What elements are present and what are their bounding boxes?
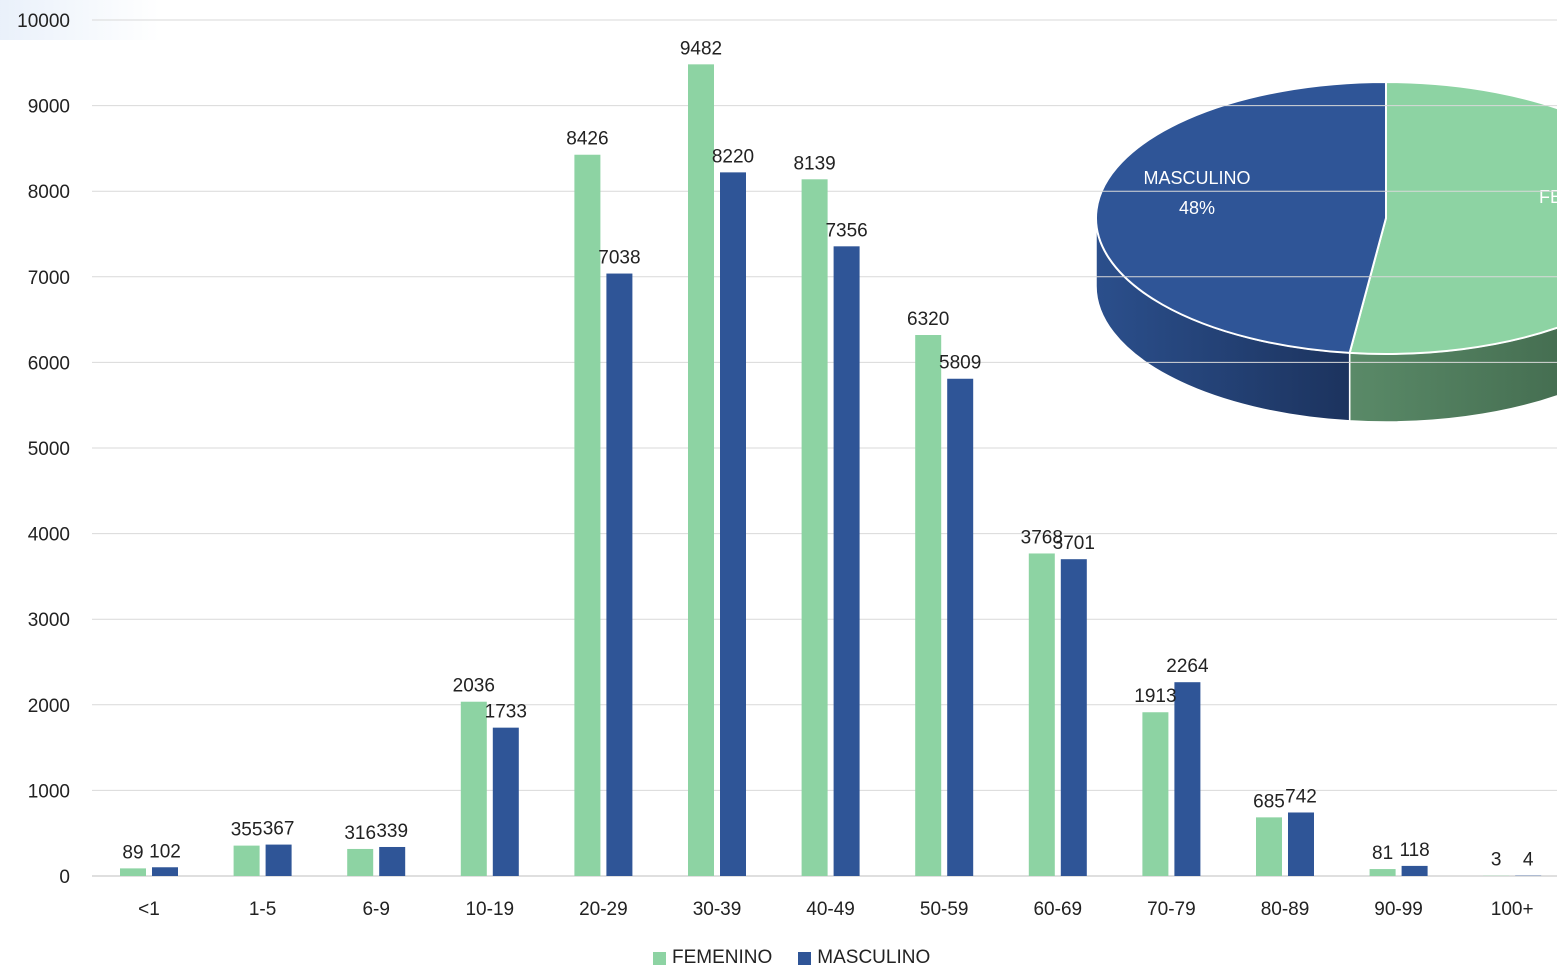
data-label-femenino: 3768 (1021, 527, 1063, 548)
bar-masculino (1174, 682, 1201, 876)
data-label-masculino: 339 (376, 821, 408, 842)
y-tick-label: 9000 (28, 97, 70, 118)
bar-masculino (1060, 559, 1087, 876)
bar-masculino (492, 727, 519, 876)
data-label-masculino: 4 (1523, 850, 1534, 871)
y-tick-label: 8000 (28, 182, 70, 203)
bar-masculino (1401, 865, 1428, 876)
legend-item-masculino: MASCULINO (798, 948, 930, 968)
x-axis: <1 1-5 6-9 10-19 20-29 30-39 40-49 50-59 60-69 70… (138, 899, 1533, 920)
y-tick-label: 6000 (28, 353, 70, 374)
bar-femenino (1369, 869, 1396, 876)
bar-masculino (379, 846, 406, 876)
data-label-femenino: 8139 (793, 153, 835, 174)
data-label-femenino: 81 (1372, 843, 1393, 864)
y-tick-label: 10000 (17, 11, 70, 32)
data-label-masculino: 118 (1399, 840, 1429, 861)
x-tick-label: 1-5 (249, 899, 276, 920)
data-label-femenino: 3 (1491, 850, 1502, 871)
bar-masculino (1288, 812, 1314, 876)
data-labels: 89 102 355 367 316 339 2036 1733 8426 7038 9482 822… (122, 38, 1533, 870)
data-label-femenino: 316 (344, 823, 376, 844)
pie-label-femenino: FE (1539, 187, 1557, 207)
bar-femenino (460, 701, 487, 876)
x-tick-label: 40-49 (806, 899, 855, 920)
data-label-femenino: 8426 (566, 129, 608, 150)
bar-masculino (833, 246, 860, 876)
legend: FEMENINO MASCULINO (653, 948, 930, 968)
bar-femenino (801, 179, 828, 876)
data-label-masculino: 8220 (712, 146, 754, 167)
data-label-masculino: 5809 (939, 353, 981, 374)
data-label-femenino: 355 (231, 820, 263, 841)
bar-femenino (688, 64, 714, 876)
y-tick-label: 2000 (28, 696, 70, 717)
legend-swatch-masculino (798, 951, 812, 965)
bar-masculino (947, 378, 974, 876)
pie-label-masculino: MASCULINO (1143, 168, 1250, 188)
data-label-masculino: 3701 (1053, 533, 1095, 554)
data-label-masculino: 7038 (598, 248, 640, 269)
legend-item-femenino: FEMENINO (653, 948, 772, 968)
pie-slice-femenino (1348, 81, 1557, 355)
legend-label-femenino: FEMENINO (672, 947, 773, 968)
x-tick-label: <1 (138, 899, 160, 920)
bar-femenino (347, 848, 374, 876)
data-label-femenino: 89 (122, 842, 143, 863)
bar-masculino (265, 844, 292, 876)
bar-femenino (1142, 712, 1169, 876)
bar-femenino (915, 335, 942, 876)
data-label-femenino: 6320 (907, 309, 949, 330)
data-label-femenino: 9482 (680, 38, 722, 59)
bar-femenino (1028, 553, 1055, 876)
y-tick-label: 7000 (28, 268, 70, 289)
y-tick-label: 4000 (28, 525, 70, 546)
y-axis: 0 1000 2000 3000 4000 5000 6000 7000 8000 9000 100… (17, 11, 70, 888)
data-label-masculino: 2264 (1166, 656, 1209, 677)
bar-masculino (152, 867, 178, 876)
y-tick-label: 5000 (28, 439, 70, 460)
data-label-masculino: 367 (263, 819, 295, 840)
bars (120, 64, 1542, 877)
y-tick-label: 3000 (28, 610, 70, 631)
x-tick-label: 20-29 (579, 899, 628, 920)
x-tick-label: 60-69 (1033, 899, 1082, 920)
y-tick-label: 1000 (28, 781, 70, 802)
data-label-masculino: 1733 (485, 702, 527, 723)
x-tick-label: 6-9 (362, 899, 389, 920)
legend-label-masculino: MASCULINO (817, 947, 931, 968)
x-tick-label: 50-59 (920, 899, 969, 920)
y-tick-label: 0 (59, 867, 70, 888)
bar-masculino (720, 172, 746, 877)
pie-slice-masculino (1095, 81, 1387, 354)
bar-femenino (233, 845, 260, 876)
pie-value-masculino: 48% (1179, 198, 1215, 218)
bar-masculino (606, 273, 633, 876)
data-label-femenino: 685 (1253, 791, 1285, 812)
bar-femenino (120, 868, 146, 876)
data-label-masculino: 742 (1285, 786, 1317, 807)
data-label-masculino: 7356 (825, 220, 867, 241)
x-tick-label: 30-39 (693, 899, 742, 920)
bar-femenino (1256, 817, 1282, 876)
x-tick-label: 80-89 (1261, 899, 1310, 920)
legend-swatch-femenino (653, 951, 666, 965)
x-tick-label: 10-19 (465, 899, 514, 920)
data-label-masculino: 102 (149, 841, 181, 862)
x-tick-label: 70-79 (1147, 899, 1196, 920)
x-tick-label: 90-99 (1374, 899, 1423, 920)
sex-pie-chart: MASCULINO 48% FE (1095, 81, 1557, 423)
data-label-femenino: 2036 (453, 676, 495, 697)
x-tick-label: 100+ (1491, 899, 1534, 920)
data-label-femenino: 1913 (1134, 686, 1176, 707)
bar-femenino (574, 154, 601, 877)
